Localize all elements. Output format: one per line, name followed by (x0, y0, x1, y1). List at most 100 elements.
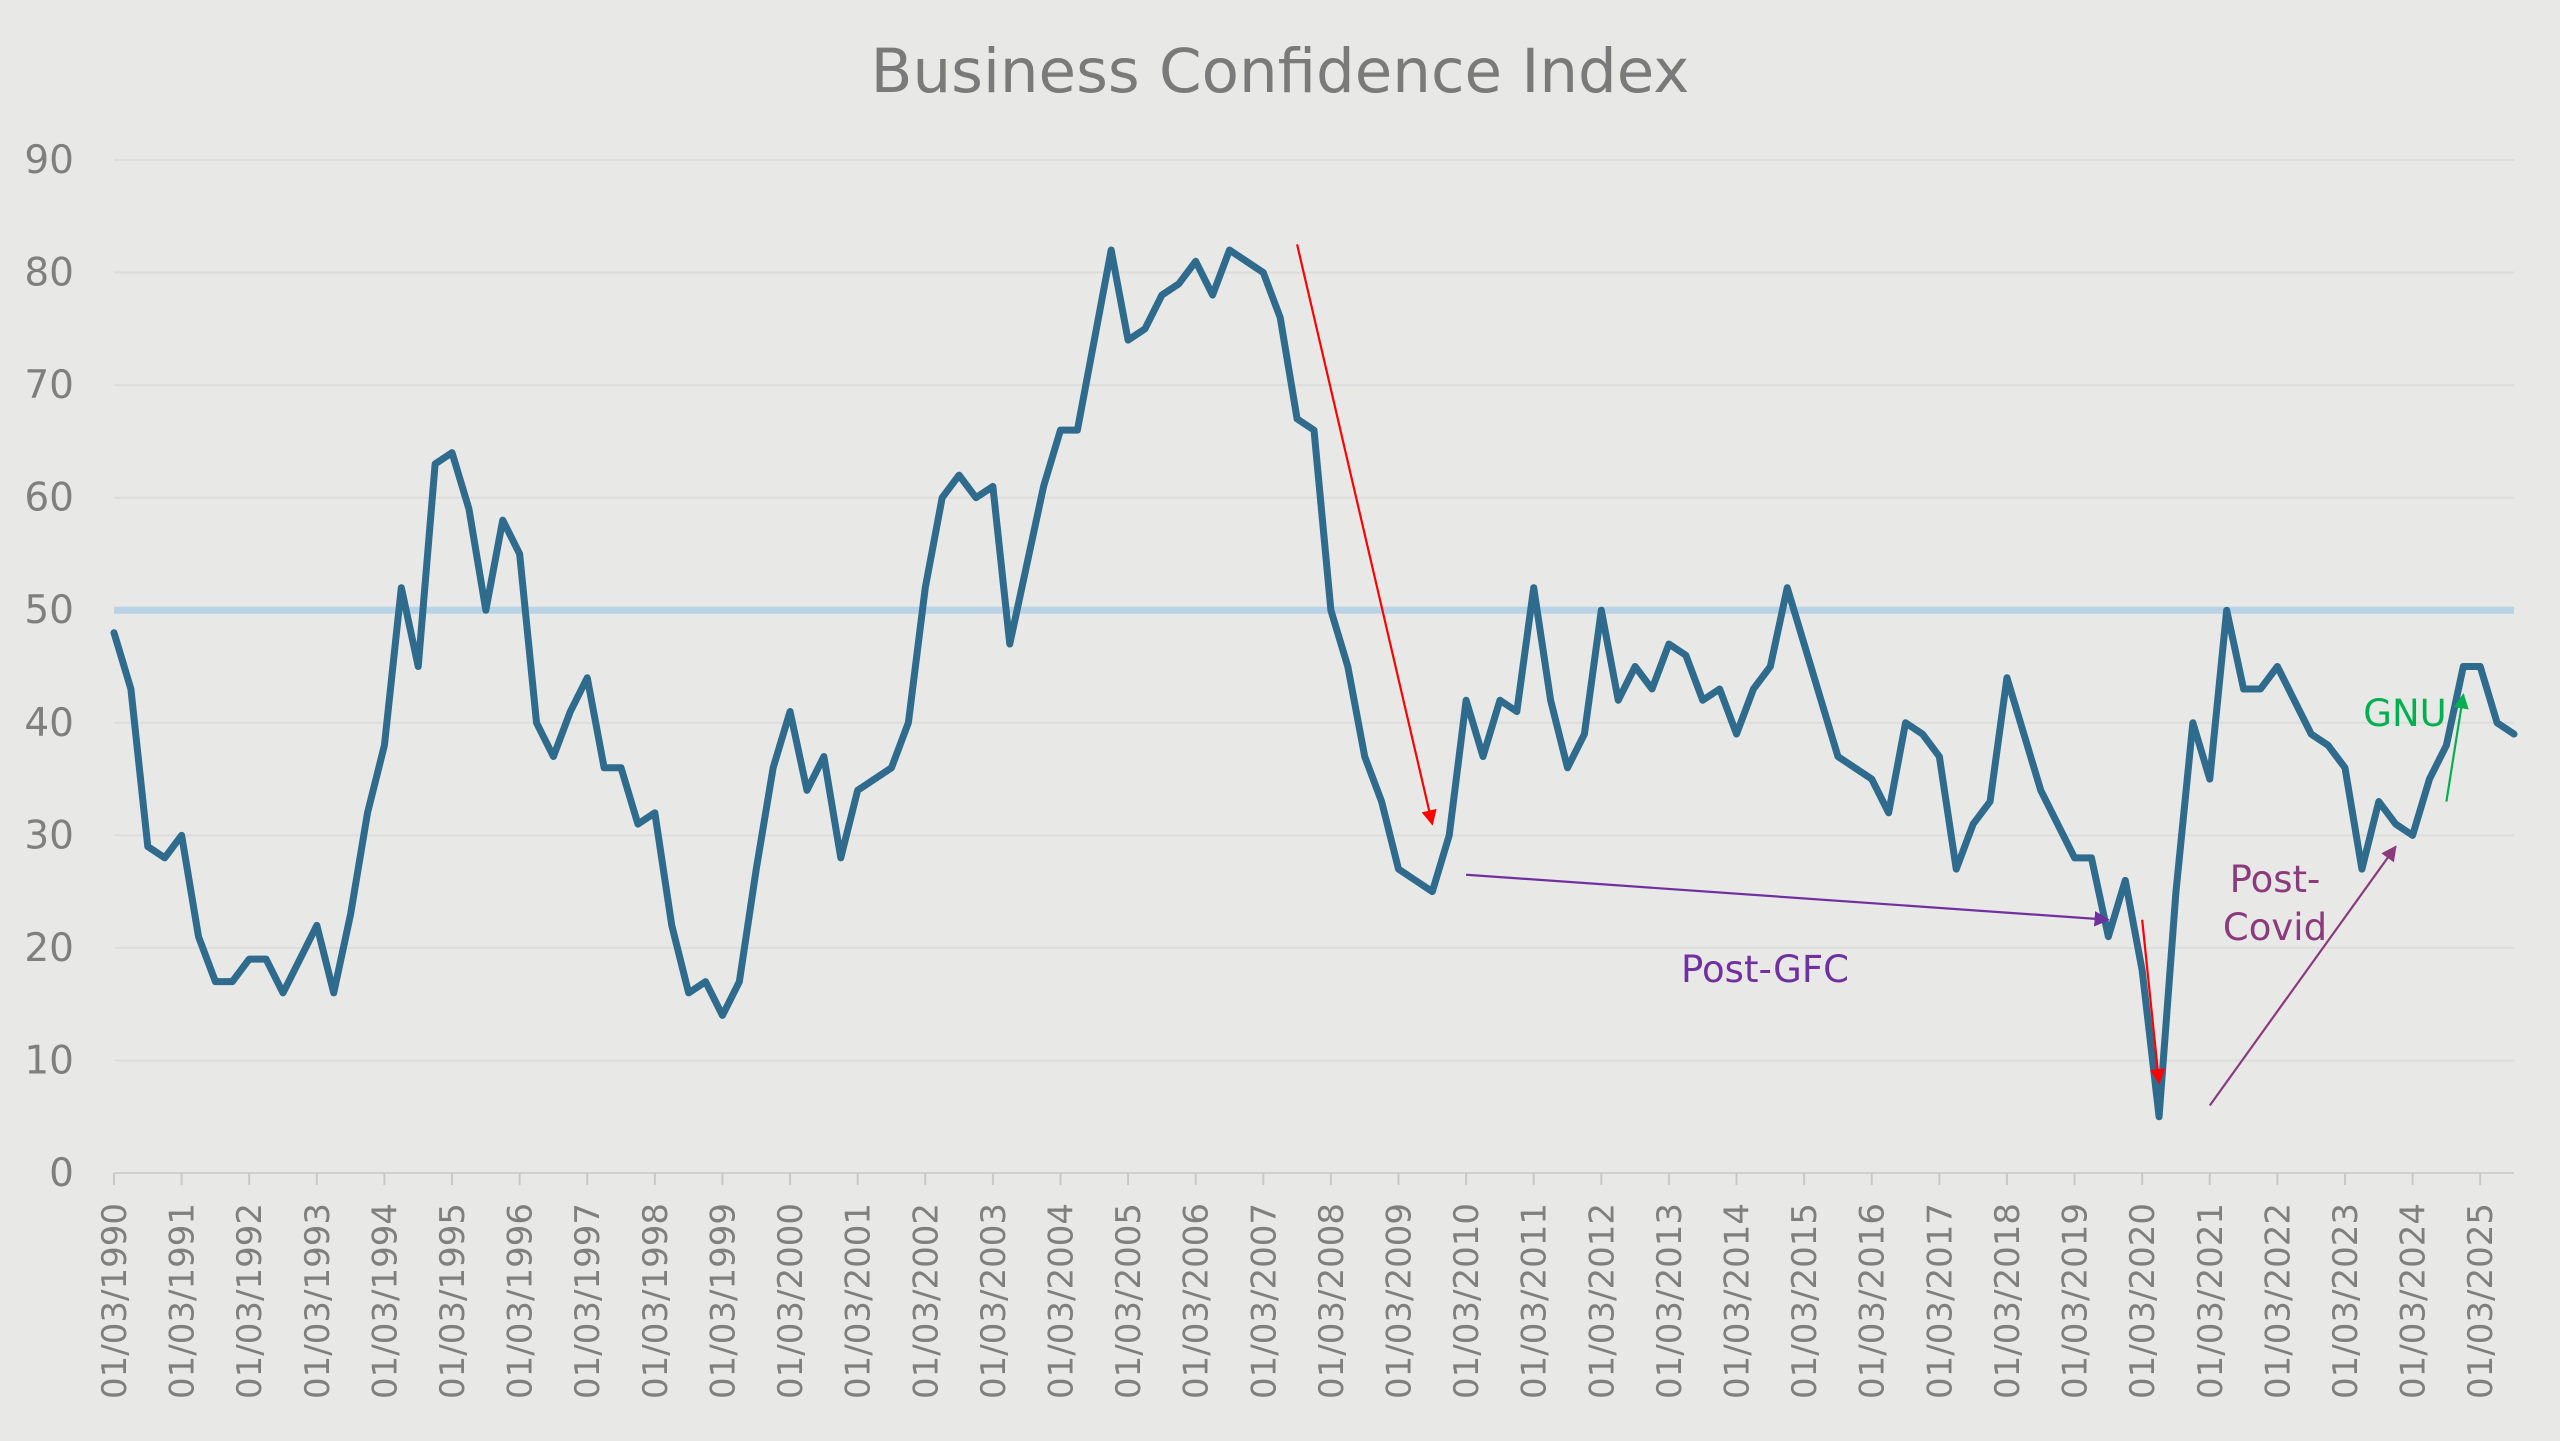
data-point (2259, 688, 2262, 691)
annotation-arrow (2141, 919, 2166, 1085)
x-tick-label: 01/03/2011 (1515, 1203, 1555, 1399)
data-point (1296, 417, 1299, 420)
data-point (113, 631, 115, 634)
y-tick-label: 90 (24, 138, 74, 183)
data-point (738, 980, 741, 983)
data-point (670, 924, 673, 927)
data-point (552, 755, 555, 758)
data-point (1955, 868, 1958, 871)
data-point (2293, 699, 2296, 702)
data-point (2310, 733, 2313, 736)
data-point (2124, 879, 2127, 882)
x-tick-label: 01/03/2008 (1312, 1203, 1352, 1399)
x-tick-label: 01/03/2001 (839, 1203, 879, 1399)
chart-title: Business Confidence Index (871, 36, 1690, 107)
data-point (2394, 823, 2397, 826)
data-point (2343, 766, 2346, 769)
data-point (1803, 642, 1806, 645)
x-tick-label: 01/03/2022 (2258, 1203, 2298, 1399)
x-tick-label: 01/03/2007 (1244, 1203, 1284, 1399)
x-tick-label: 01/03/2000 (771, 1203, 811, 1399)
series-points (113, 249, 2515, 1118)
data-point (1448, 834, 1451, 837)
data-point (941, 496, 944, 499)
x-tick-label: 01/03/2020 (2123, 1203, 2163, 1399)
data-point (1431, 890, 1434, 893)
data-point (265, 958, 268, 961)
x-tick-label: 01/03/2003 (974, 1203, 1014, 1399)
data-point (1414, 879, 1417, 882)
annotation-arrow (1466, 873, 2110, 927)
data-point (1245, 260, 1248, 263)
data-point (1059, 429, 1062, 432)
data-point (1482, 755, 1485, 758)
data-point (282, 991, 285, 994)
data-point (383, 744, 386, 747)
data-point (2377, 800, 2380, 803)
y-tick-label: 50 (24, 588, 74, 633)
data-point (1887, 811, 1890, 814)
data-point (2327, 744, 2330, 747)
data-point (1397, 868, 1400, 871)
data-point (1177, 282, 1180, 285)
data-point (2005, 676, 2008, 679)
x-tick-label: 01/03/1998 (636, 1203, 676, 1399)
annotation-arrow (2445, 693, 2469, 802)
data-point (603, 766, 606, 769)
data-point (789, 710, 792, 713)
data-point (1363, 755, 1366, 758)
data-point (755, 868, 758, 871)
data-point (873, 778, 876, 781)
x-tick-label: 01/03/1995 (433, 1203, 473, 1399)
data-point (1600, 609, 1603, 612)
x-tick-label: 01/03/2010 (1447, 1203, 1487, 1399)
x-tick-label: 01/03/2013 (1650, 1203, 1690, 1399)
x-tick-label: 01/03/1996 (501, 1203, 541, 1399)
data-point (1076, 429, 1079, 432)
data-point (2141, 969, 2144, 972)
data-point (822, 755, 825, 758)
data-point (467, 507, 470, 510)
data-point (1989, 800, 1992, 803)
x-axis: 01/03/1990 01/03/1991 01/03/1992 01/03/1993… (95, 1172, 2514, 1399)
data-point (197, 935, 200, 938)
data-point (129, 688, 132, 691)
y-tick-label: 10 (24, 1038, 74, 1083)
data-point (772, 766, 775, 769)
data-point (1211, 294, 1214, 297)
data-point (805, 789, 808, 792)
x-tick-label: 01/03/2025 (2461, 1203, 2501, 1399)
data-point (1972, 823, 1975, 826)
data-point (1820, 699, 1823, 702)
x-tick-label: 01/03/2018 (1988, 1203, 2028, 1399)
data-point (2107, 935, 2110, 938)
data-point (1667, 642, 1670, 645)
x-tick-label: 01/03/1997 (568, 1203, 608, 1399)
annotation-label: GNU (2363, 692, 2446, 735)
data-point (958, 474, 961, 477)
x-tick-label: 01/03/1999 (703, 1203, 743, 1399)
data-point (434, 462, 437, 465)
x-tick-label: 01/03/1991 (163, 1203, 203, 1399)
y-tick-label: 80 (24, 251, 74, 296)
x-tick-label: 01/03/2012 (1582, 1203, 1622, 1399)
data-point (1769, 665, 1772, 668)
data-point (1786, 586, 1789, 589)
data-point (687, 991, 690, 994)
data-point (1329, 609, 1332, 612)
x-tick-label: 01/03/2006 (1177, 1203, 1217, 1399)
data-point (569, 710, 572, 713)
x-tick-label: 01/03/2002 (906, 1203, 946, 1399)
data-point (1853, 766, 1856, 769)
data-point (146, 845, 149, 848)
annotation-arrow (2208, 845, 2397, 1107)
data-point (1718, 688, 1721, 691)
data-point (890, 766, 893, 769)
gridlines (114, 159, 2514, 1062)
data-point (856, 789, 859, 792)
data-point (1752, 688, 1755, 691)
data-point (1127, 339, 1130, 342)
y-tick-label: 20 (24, 926, 74, 971)
data-point (163, 856, 166, 859)
